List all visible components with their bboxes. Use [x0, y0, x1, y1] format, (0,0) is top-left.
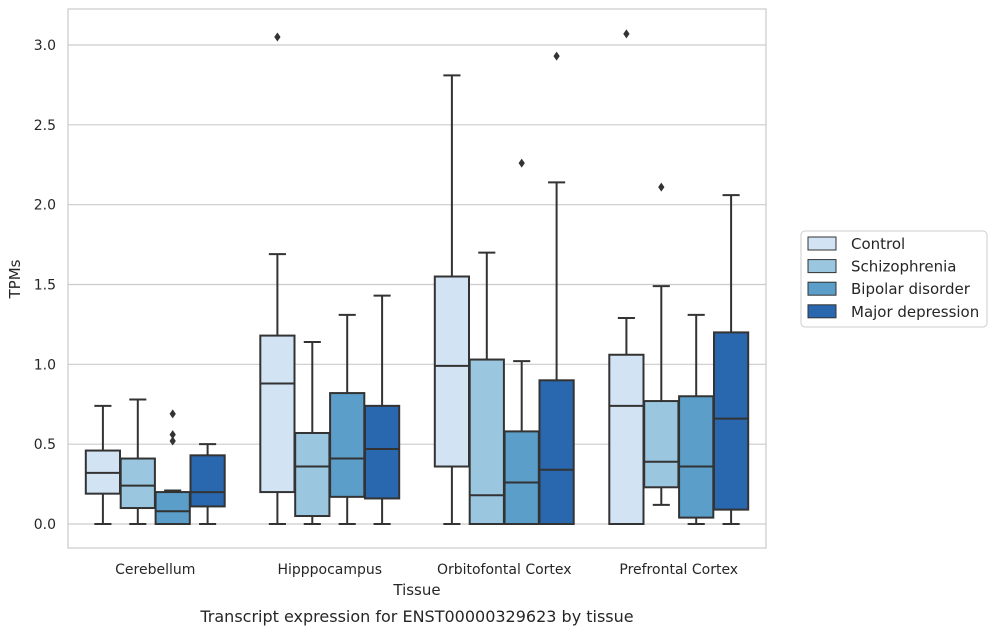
legend-label: Major depression [851, 303, 979, 321]
outlier-point [169, 430, 176, 440]
legend-items: Control Schizophrenia Bipolar disorder Majo… [807, 235, 979, 321]
box-bipolar-disorder [329, 313, 366, 525]
outlier-point [169, 409, 176, 419]
box-schizophrenia [119, 398, 156, 525]
box-iqr [433, 275, 471, 468]
y-tick-label: 3.0 [34, 38, 56, 54]
legend: Control Schizophrenia Bipolar disorder Majo… [800, 230, 988, 328]
plot-area-frame [67, 8, 767, 549]
box-series [84, 29, 750, 526]
outlier-point [553, 51, 560, 61]
box-iqr [363, 404, 401, 500]
y-tick-label: 0.0 [34, 517, 56, 533]
y-tick-label: 2.5 [34, 118, 56, 134]
box-iqr [678, 395, 715, 519]
box-bipolar-disorder [678, 313, 715, 525]
box-iqr [608, 353, 645, 525]
x-tick-label: Hipppocampus [277, 562, 382, 578]
x-tick-label: Cerebellum [115, 562, 195, 578]
box-iqr [468, 358, 505, 525]
box-major-depression [712, 194, 750, 525]
legend-label: Bipolar disorder [851, 280, 971, 298]
x-tick-label: Orbitofontal Cortex [437, 562, 572, 578]
box-schizophrenia [643, 182, 680, 506]
box-schizophrenia [468, 251, 505, 525]
outlier-point [623, 29, 630, 39]
box-iqr [643, 400, 680, 489]
box-iqr [154, 491, 191, 526]
y-axis-title: TPMs [6, 259, 24, 299]
x-tick-label: Prefrontal Cortex [619, 562, 738, 578]
legend-swatch [807, 281, 837, 296]
box-schizophrenia [294, 340, 331, 525]
box-iqr [294, 431, 331, 518]
box-iqr [712, 331, 750, 511]
y-tick-label: 1.5 [34, 278, 56, 294]
x-axis-title: Tissue [392, 581, 440, 599]
box-bipolar-disorder [503, 158, 540, 526]
box-iqr [538, 379, 575, 525]
outlier-point [274, 32, 281, 42]
legend-label: Schizophrenia [851, 258, 956, 276]
outlier-point [169, 436, 176, 446]
legend-swatch [807, 259, 837, 274]
legend-label: Control [851, 235, 905, 253]
box-major-depression [363, 294, 401, 525]
box-iqr [189, 454, 226, 508]
gridlines [68, 44, 766, 525]
legend-swatch [807, 236, 837, 251]
box-iqr [329, 392, 366, 498]
box-major-depression [538, 51, 575, 525]
legend-swatch [807, 304, 837, 319]
box-control [84, 404, 122, 525]
box-iqr [503, 430, 540, 526]
outlier-point [658, 182, 665, 192]
box-control [608, 29, 645, 525]
outlier-point [518, 158, 525, 168]
box-control [259, 32, 296, 525]
box-control [433, 74, 471, 525]
box-iqr [119, 457, 156, 510]
figure-caption: Transcript expression for ENST0000032962… [199, 607, 633, 626]
y-axis-ticks: 0.0 0.5 1.0 1.5 2.0 2.5 3.0 [34, 38, 56, 533]
x-axis-ticks: Cerebellum Hipppocampus Orbitofontal Corte… [115, 562, 738, 578]
box-bipolar-disorder [154, 409, 191, 526]
box-major-depression [189, 443, 226, 525]
y-tick-label: 0.5 [34, 437, 56, 453]
y-tick-label: 1.0 [34, 357, 56, 373]
y-tick-label: 2.0 [34, 198, 56, 214]
box-iqr [259, 334, 296, 494]
legend-frame [800, 230, 988, 328]
